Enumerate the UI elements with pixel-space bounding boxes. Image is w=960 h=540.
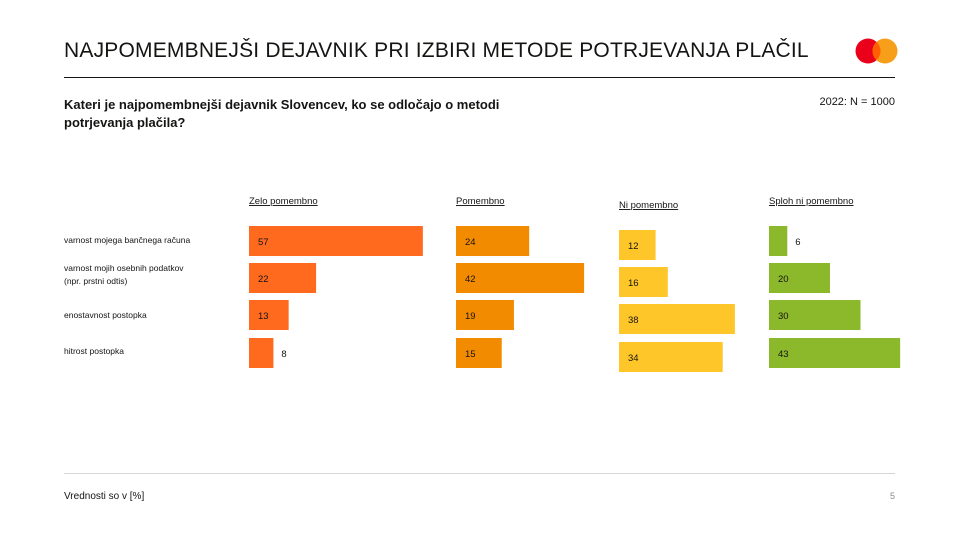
title-divider [64, 77, 895, 78]
bar [769, 226, 788, 256]
data-label: 22 [258, 274, 269, 285]
series-header: Sploh ni pomembno [769, 196, 854, 207]
footer-divider [64, 473, 895, 474]
data-label: 13 [258, 311, 269, 322]
data-label: 43 [778, 349, 789, 360]
series-header: Zelo pomembno [249, 196, 318, 207]
bar [769, 300, 861, 330]
data-label: 15 [465, 349, 476, 360]
category-label: varnost mojega bančnega računa [64, 235, 190, 245]
data-label: 8 [281, 349, 286, 360]
data-label: 57 [258, 237, 269, 248]
data-label: 34 [628, 353, 639, 364]
data-label: 16 [628, 278, 639, 289]
bar [249, 338, 274, 368]
page-number: 5 [889, 491, 895, 501]
bar [619, 230, 656, 260]
bar [619, 267, 668, 297]
data-label: 19 [465, 311, 476, 322]
bar [456, 300, 514, 330]
data-label: 6 [795, 237, 800, 248]
bar [249, 263, 317, 293]
bar [456, 226, 530, 256]
bar [456, 338, 502, 368]
bar [619, 342, 723, 372]
category-label: (npr. prstni odtis) [64, 276, 127, 286]
data-label: 42 [465, 274, 476, 285]
series-header: Ni pomembno [619, 200, 678, 211]
bar [456, 263, 585, 293]
bar [769, 338, 901, 368]
sample-size-note: 2022: N = 1000 [819, 96, 895, 108]
series-header: Pomembno [456, 196, 505, 207]
data-label: 12 [628, 241, 639, 252]
bar [769, 263, 830, 293]
data-label: 38 [628, 315, 639, 326]
survey-question: Kateri je najpomembnejši dejavnik Sloven… [64, 97, 500, 130]
slide-title: NAJPOMEMBNEJŠI DEJAVNIK PRI IZBIRI METOD… [64, 39, 809, 62]
bar [249, 226, 423, 256]
mastercard-logo-icon [855, 38, 898, 64]
data-label: 24 [465, 237, 476, 248]
units-footnote: Vrednosti so v [%] [64, 491, 145, 502]
category-label: enostavnost postopka [64, 310, 147, 320]
data-label: 30 [778, 311, 789, 322]
category-label: varnost mojih osebnih podatkov [64, 263, 184, 273]
bar [249, 300, 289, 330]
bar [619, 304, 735, 334]
data-label: 20 [778, 274, 789, 285]
category-label: hitrost postopka [64, 346, 124, 356]
